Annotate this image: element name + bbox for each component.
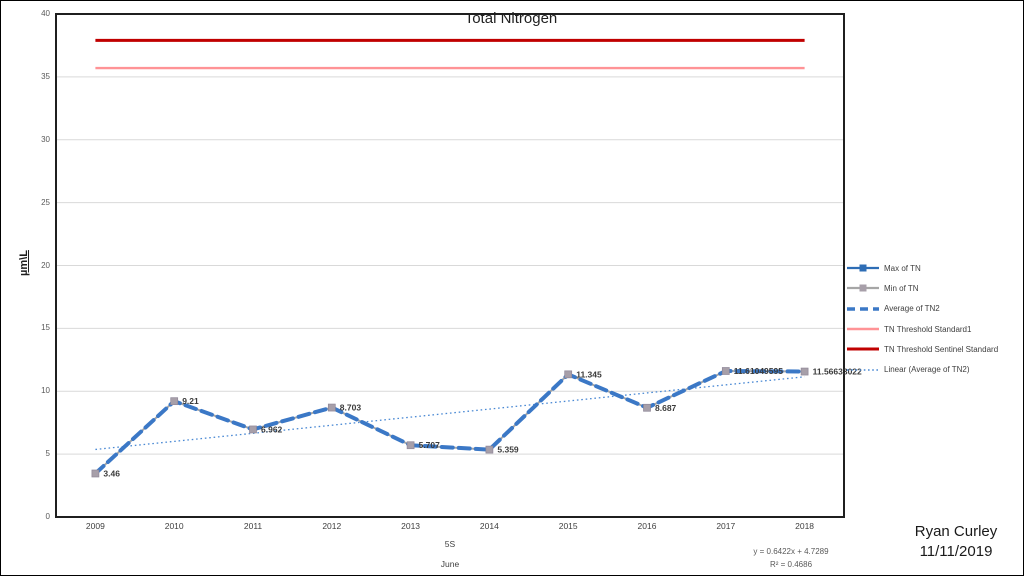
chart-title: Total Nitrogen (464, 10, 558, 27)
x-tick-label: 2017 (716, 521, 736, 531)
y-tick-label: 0 (45, 512, 50, 521)
legend-label: TN Threshold Sentinel Standard (884, 344, 999, 354)
legend-sample-dashed-blue-icon (847, 307, 879, 311)
data-label: 8.703 (340, 403, 362, 413)
legend-sample-line-marker-gray-icon (847, 284, 879, 292)
legend-label: TN Threshold Standard1 (884, 324, 972, 334)
author-name: Ryan Curley (914, 523, 998, 540)
legend-sample-pink-line-icon (847, 327, 879, 331)
trendline-equation: y = 0.6422x + 4.7289 R² = 0.4686 (701, 545, 881, 571)
author-date: 11/11/2019 (919, 543, 993, 560)
x-tick-label: 2009 (85, 521, 105, 531)
legend-label: Min of TN (884, 283, 919, 293)
legend-item-average-of-tn2[interactable]: Average of TN2 (846, 299, 1023, 319)
y-tick-label: 5 (45, 449, 50, 459)
y-tick-label: 35 (41, 71, 50, 81)
y-tick-label: 15 (41, 323, 50, 333)
y-tick-label: 30 (41, 134, 50, 144)
axis-field-label-5s: 5S (444, 539, 456, 549)
x-tick-label: 2016 (637, 521, 657, 531)
legend-sample-dotted-blue-icon (847, 368, 879, 371)
legend-item-max-of-tn[interactable]: Max of TN (846, 258, 1023, 278)
y-tick-label: 20 (41, 260, 50, 270)
y-tick-label: 25 (41, 197, 50, 207)
y-tick-label: 10 (41, 386, 50, 396)
legend-sample-line-marker-blue-icon (847, 264, 879, 272)
legend-item-tn-threshold-standard1[interactable]: TN Threshold Standard1 (846, 319, 1023, 339)
author-textbox[interactable]: Ryan Curley 11/11/2019 (871, 522, 1023, 562)
x-tick-label: 2018 (795, 521, 815, 531)
data-label: 5.707 (419, 440, 441, 450)
data-label: 11.56633022 (813, 367, 862, 377)
data-label: 8.687 (655, 403, 677, 413)
x-tick-label: 2013 (401, 521, 421, 531)
data-label: 9.21 (182, 396, 199, 406)
legend-item-linear-average-of-tn2[interactable]: Linear (Average of TN2) (846, 359, 1023, 379)
y-tick-label: 40 (41, 9, 50, 18)
legend: Max of TN Min of TN Average of TN2 TN Th… (846, 258, 1023, 380)
x-tick-label: 2014 (479, 521, 499, 531)
data-label: 5.359 (497, 445, 519, 455)
x-tick-label: 2012 (322, 521, 342, 531)
legend-label: Average of TN2 (884, 304, 940, 314)
x-tick-label: 2015 (558, 521, 578, 531)
legend-sample-darkred-line-icon (847, 347, 879, 351)
legend-item-min-of-tn[interactable]: Min of TN (846, 278, 1023, 298)
trendline-r-squared: R² = 0.4686 (769, 560, 813, 569)
data-label: 11.345 (576, 369, 602, 379)
legend-label: Linear (Average of TN2) (884, 365, 970, 375)
data-label: 3.46 (103, 468, 120, 478)
legend-item-tn-threshold-sentinel[interactable]: TN Threshold Sentinel Standard (846, 339, 1023, 359)
axis-field-label-june: June (440, 559, 460, 569)
x-tick-label: 2011 (243, 521, 263, 531)
trendline-equation-text: y = 0.6422x + 4.7289 (753, 547, 829, 556)
x-tick-label: 2010 (164, 521, 184, 531)
data-label: 6.962 (261, 424, 283, 434)
data-label: 11.61049595 (734, 366, 783, 376)
legend-label: Max of TN (884, 263, 921, 273)
